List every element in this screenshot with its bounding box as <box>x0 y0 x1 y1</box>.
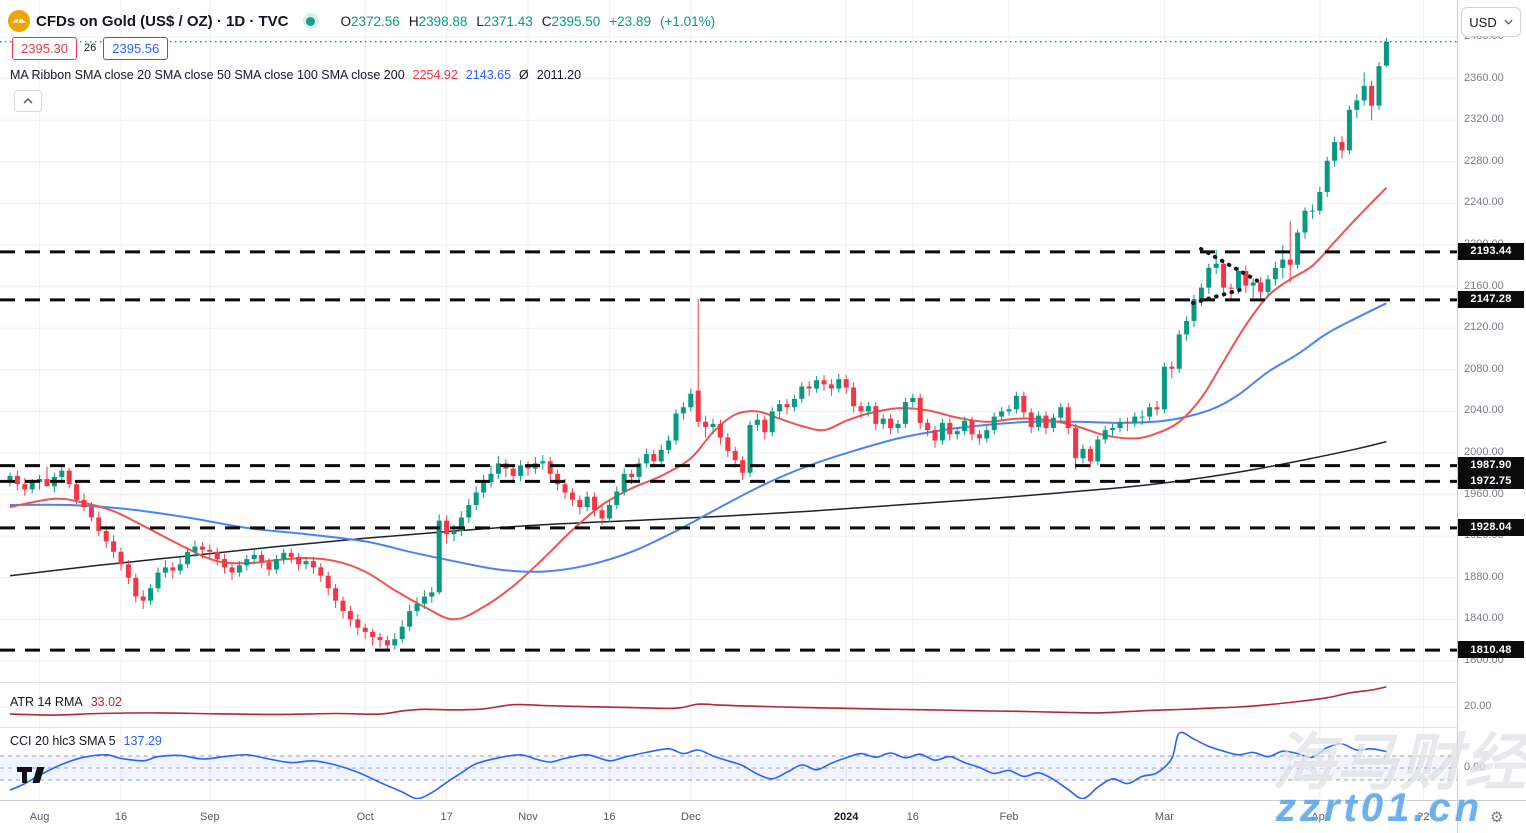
grid-lines <box>0 0 1457 800</box>
symbol-legend-row[interactable]: CFDs on Gold (US$ / OZ) · 1D · TVC O2372… <box>8 8 715 34</box>
price-axis[interactable]: 2400.002360.002320.002280.002240.002200.… <box>1457 0 1526 833</box>
high-value: 2398.88 <box>418 13 468 29</box>
cci-value: 137.29 <box>123 734 162 748</box>
axis-separator-vertical <box>1457 0 1458 833</box>
price-axis-label: 1880.00 <box>1464 570 1504 583</box>
price-axis-label: 2280.00 <box>1464 154 1504 167</box>
change-value: +23.89 <box>609 13 651 29</box>
gold-coin-icon <box>8 10 30 32</box>
spread-value: 26 <box>84 42 97 54</box>
price-axis-label: 1840.00 <box>1464 612 1504 625</box>
tradingview-logo[interactable] <box>16 766 46 786</box>
buy-ask-button[interactable]: 2395.56 <box>103 36 169 60</box>
time-axis-label: 16 <box>603 811 616 823</box>
price-axis-label: 1960.00 <box>1464 487 1504 500</box>
time-axis-label: 2024 <box>833 811 859 823</box>
symbol-title: CFDs on Gold (US$ / OZ) · 1D · TVC <box>36 12 289 30</box>
price-level-label[interactable]: 1810.48 <box>1458 641 1524 659</box>
time-axis-label: 16 <box>906 811 919 823</box>
close-value: 2395.50 <box>551 13 601 29</box>
candles <box>7 38 1389 651</box>
price-axis-label: 2120.00 <box>1464 321 1504 334</box>
time-axis-label: Aug <box>29 811 50 823</box>
ma-average-symbol: Ø <box>519 68 529 82</box>
cci-axis-label: 0.00 <box>1464 761 1486 773</box>
price-level-label[interactable]: 1987.90 <box>1458 456 1524 474</box>
price-level-label[interactable]: 2193.44 <box>1458 242 1524 260</box>
cci-label: CCI 20 hlc3 SMA 5 <box>10 734 116 748</box>
pane-separator-cci[interactable] <box>0 727 1457 728</box>
pane-separator-atr[interactable] <box>0 682 1457 683</box>
price-axis-label: 2160.00 <box>1464 279 1504 292</box>
time-axis[interactable]: Aug 16 Sep Oct 17 Nov 16 Dec 2024 16 Feb Mar Apr 22 <box>0 800 1457 833</box>
sma50-value: 2143.65 <box>465 68 512 82</box>
ma-ribbon-label: MA Ribbon SMA close 20 SMA close 50 SMA … <box>10 68 405 82</box>
price-level-label[interactable]: 2147.28 <box>1458 290 1524 308</box>
collapse-legend-button[interactable] <box>14 90 42 112</box>
atr-value: 33.02 <box>90 695 122 709</box>
chevron-up-icon <box>23 98 33 104</box>
sma200-line <box>9 440 1387 577</box>
price-level-label[interactable]: 1972.75 <box>1458 472 1524 490</box>
time-axis-label: Apr <box>1311 811 1329 823</box>
sma50-line <box>9 302 1387 573</box>
chevron-down-icon <box>1504 19 1513 25</box>
time-axis-label: Dec <box>681 811 701 823</box>
currency-dropdown[interactable]: USD <box>1461 7 1521 37</box>
atr-label: ATR 14 RMA <box>10 695 83 709</box>
time-axis-label: 22 <box>1417 811 1430 823</box>
time-axis-label: Feb <box>999 811 1019 823</box>
currency-label: USD <box>1469 14 1497 30</box>
cci-legend[interactable]: CCI 20 hlc3 SMA 5 137.29 <box>10 734 162 748</box>
main-pane <box>9 187 1388 621</box>
support-resistance-lines[interactable] <box>0 250 1457 652</box>
price-level-label[interactable]: 1928.04 <box>1458 518 1524 536</box>
time-axis-label: Sep <box>200 811 220 823</box>
change-percent: (+1.01%) <box>659 13 716 29</box>
atr-axis-label: 20.00 <box>1464 700 1492 712</box>
market-status-icon[interactable] <box>302 13 319 29</box>
time-axis-label: 17 <box>440 811 453 823</box>
sketch-annotation <box>1191 287 1245 305</box>
cci-line <box>9 731 1387 799</box>
time-axis-label: Oct <box>356 811 374 823</box>
sma20-value: 2254.92 <box>412 68 458 82</box>
ma-average-value: 2011.20 <box>536 68 582 82</box>
bid-ask-row: 2395.30 26 2395.56 <box>12 36 169 60</box>
sell-bid-button[interactable]: 2395.30 <box>12 36 77 60</box>
time-axis-label: 16 <box>114 811 128 823</box>
low-value: 2371.43 <box>483 13 533 29</box>
price-axis-label: 2000.00 <box>1464 446 1504 458</box>
axis-settings-gear-icon[interactable]: ⚙ <box>1490 808 1504 826</box>
price-axis-label: 2040.00 <box>1464 404 1504 417</box>
axis-separator-horizontal <box>0 800 1526 801</box>
time-axis-label: Mar <box>1154 811 1174 823</box>
price-axis-label: 2360.00 <box>1464 71 1504 84</box>
atr-legend[interactable]: ATR 14 RMA 33.02 <box>10 695 122 709</box>
price-axis-label: 2240.00 <box>1464 196 1504 209</box>
time-axis-label: Nov <box>518 811 538 823</box>
atr-line <box>9 686 1387 716</box>
open-value: 2372.56 <box>351 13 400 29</box>
price-axis-label: 2320.00 <box>1464 113 1504 126</box>
cci-pane <box>0 731 1457 799</box>
ma-ribbon-legend[interactable]: MA Ribbon SMA close 20 SMA close 50 SMA … <box>10 68 581 82</box>
price-axis-label: 2080.00 <box>1464 362 1504 375</box>
sma20-line <box>9 187 1388 621</box>
ohlc-readout: O2372.56 H2398.88 L2371.43 C2395.50 +23.… <box>340 13 716 29</box>
